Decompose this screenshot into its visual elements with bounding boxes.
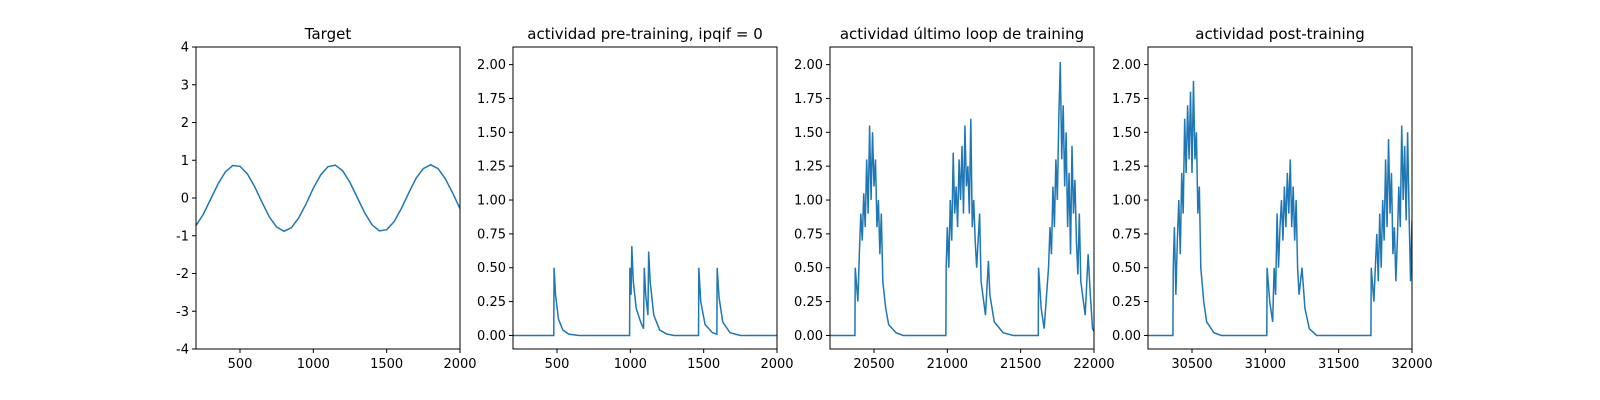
data-line xyxy=(196,163,460,233)
y-tick-label: 0.75 xyxy=(477,227,506,242)
y-tick-label: 4 xyxy=(181,41,189,56)
y-tick-label: 1.50 xyxy=(1112,126,1141,141)
y-tick-label: 1.50 xyxy=(477,126,506,141)
x-tick-label: 500 xyxy=(545,357,570,372)
y-tick-label: 1.25 xyxy=(477,160,506,175)
x-tick-label: 2000 xyxy=(760,357,793,372)
y-tick-label: 0.50 xyxy=(1112,261,1141,276)
data-line xyxy=(830,61,1094,337)
x-tick-label: 21500 xyxy=(1000,357,1041,372)
y-tick-label: 1.75 xyxy=(477,92,506,107)
y-tick-label: 1.00 xyxy=(477,194,506,209)
y-tick-label: 2.00 xyxy=(794,58,823,73)
y-tick-label: 0 xyxy=(181,192,189,207)
axes-frame xyxy=(829,46,1095,350)
x-tick-label: 31000 xyxy=(1245,357,1286,372)
y-tick-label: -3 xyxy=(176,305,189,320)
x-tick-label: 31500 xyxy=(1318,357,1359,372)
y-tick-label: 0.25 xyxy=(1112,295,1141,310)
axes-frame xyxy=(512,46,778,350)
x-tick-label: 2000 xyxy=(443,357,476,372)
y-tick-label: 0.75 xyxy=(1112,227,1141,242)
y-tick-label: 1.25 xyxy=(1112,160,1141,175)
y-tick-label: 2.00 xyxy=(477,58,506,73)
y-tick-label: 0.00 xyxy=(477,329,506,344)
y-tick-label: 0.75 xyxy=(794,227,823,242)
x-tick-label: 1500 xyxy=(370,357,403,372)
chart-title: actividad post-training xyxy=(1195,25,1364,43)
axes-frame xyxy=(1147,46,1413,350)
x-tick-label: 21000 xyxy=(927,357,968,372)
x-tick-label: 22000 xyxy=(1073,357,1114,372)
y-tick-label: 0.00 xyxy=(794,329,823,344)
x-tick-label: 1000 xyxy=(297,357,330,372)
y-tick-label: 2.00 xyxy=(1112,58,1141,73)
axes-frame xyxy=(195,46,461,350)
chart-title: actividad último loop de training xyxy=(840,25,1084,43)
y-tick-label: 3 xyxy=(181,78,189,93)
data-line xyxy=(513,246,777,337)
x-tick-label: 500 xyxy=(228,357,253,372)
y-tick-label: -4 xyxy=(176,343,189,358)
y-tick-label: 1.25 xyxy=(794,160,823,175)
data-line xyxy=(1148,80,1412,337)
y-tick-label: 0.00 xyxy=(1112,329,1141,344)
y-tick-label: -1 xyxy=(176,229,189,244)
y-tick-label: 0.25 xyxy=(794,295,823,310)
chart-title: actividad pre-training, ipqif = 0 xyxy=(527,25,763,43)
y-tick-label: 0.50 xyxy=(794,261,823,276)
y-tick-label: 0.25 xyxy=(477,295,506,310)
y-tick-label: 1.00 xyxy=(794,194,823,209)
x-tick-label: 32000 xyxy=(1391,357,1432,372)
y-tick-label: 1.00 xyxy=(1112,194,1141,209)
y-tick-label: 0.50 xyxy=(477,261,506,276)
y-tick-label: 2 xyxy=(181,116,189,131)
y-tick-label: 1.75 xyxy=(1112,92,1141,107)
chart-title: Target xyxy=(304,25,352,43)
y-tick-label: 1.75 xyxy=(794,92,823,107)
y-tick-label: 1.50 xyxy=(794,126,823,141)
y-tick-label: 1 xyxy=(181,154,189,169)
x-tick-label: 1000 xyxy=(614,357,647,372)
x-tick-label: 20500 xyxy=(853,357,894,372)
x-tick-label: 1500 xyxy=(687,357,720,372)
y-tick-label: -2 xyxy=(176,267,189,282)
x-tick-label: 30500 xyxy=(1171,357,1212,372)
